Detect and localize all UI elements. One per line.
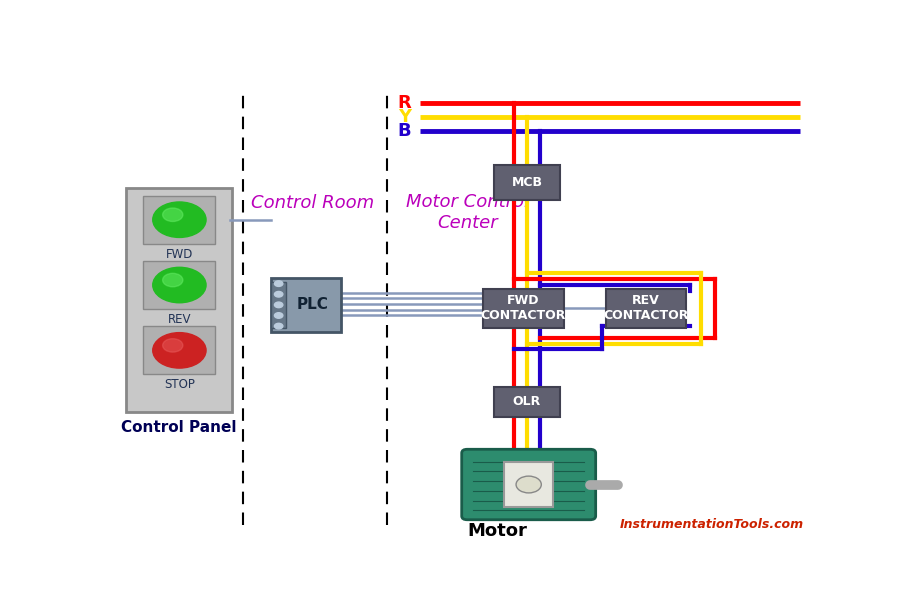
FancyBboxPatch shape — [143, 261, 215, 309]
Text: Y: Y — [398, 108, 411, 126]
Circle shape — [274, 323, 283, 329]
Circle shape — [153, 202, 206, 238]
Circle shape — [153, 267, 206, 303]
Circle shape — [274, 313, 283, 318]
Text: Control Panel: Control Panel — [121, 421, 237, 435]
FancyBboxPatch shape — [493, 387, 560, 417]
Text: REV: REV — [167, 313, 191, 326]
Text: B: B — [397, 122, 411, 140]
Text: FWD: FWD — [166, 248, 193, 261]
Text: FWD
CONTACTOR: FWD CONTACTOR — [481, 295, 567, 322]
FancyBboxPatch shape — [271, 282, 286, 328]
FancyBboxPatch shape — [143, 196, 215, 244]
Circle shape — [163, 273, 183, 287]
Circle shape — [274, 291, 283, 297]
FancyBboxPatch shape — [605, 288, 687, 328]
Text: Field: Field — [155, 195, 197, 212]
Circle shape — [153, 333, 206, 368]
Text: R: R — [397, 94, 411, 112]
Text: STOP: STOP — [164, 378, 195, 391]
Circle shape — [163, 339, 183, 352]
Circle shape — [274, 302, 283, 308]
Text: REV
CONTACTOR: REV CONTACTOR — [604, 295, 689, 322]
FancyBboxPatch shape — [127, 188, 233, 413]
FancyBboxPatch shape — [462, 449, 595, 520]
Circle shape — [163, 208, 183, 221]
FancyBboxPatch shape — [493, 165, 560, 200]
Text: Control Room: Control Room — [252, 195, 375, 212]
Text: OLR: OLR — [513, 395, 541, 408]
Text: MCB: MCB — [511, 176, 542, 189]
FancyBboxPatch shape — [143, 327, 215, 375]
Circle shape — [274, 281, 283, 287]
FancyBboxPatch shape — [504, 462, 553, 507]
Text: InstrumentationTools.com: InstrumentationTools.com — [620, 518, 804, 531]
Text: PLC: PLC — [297, 298, 329, 312]
Circle shape — [516, 476, 541, 493]
Text: Motor Control
Center: Motor Control Center — [405, 193, 529, 232]
Text: Motor: Motor — [467, 522, 528, 539]
FancyBboxPatch shape — [271, 278, 341, 331]
FancyBboxPatch shape — [483, 288, 564, 328]
